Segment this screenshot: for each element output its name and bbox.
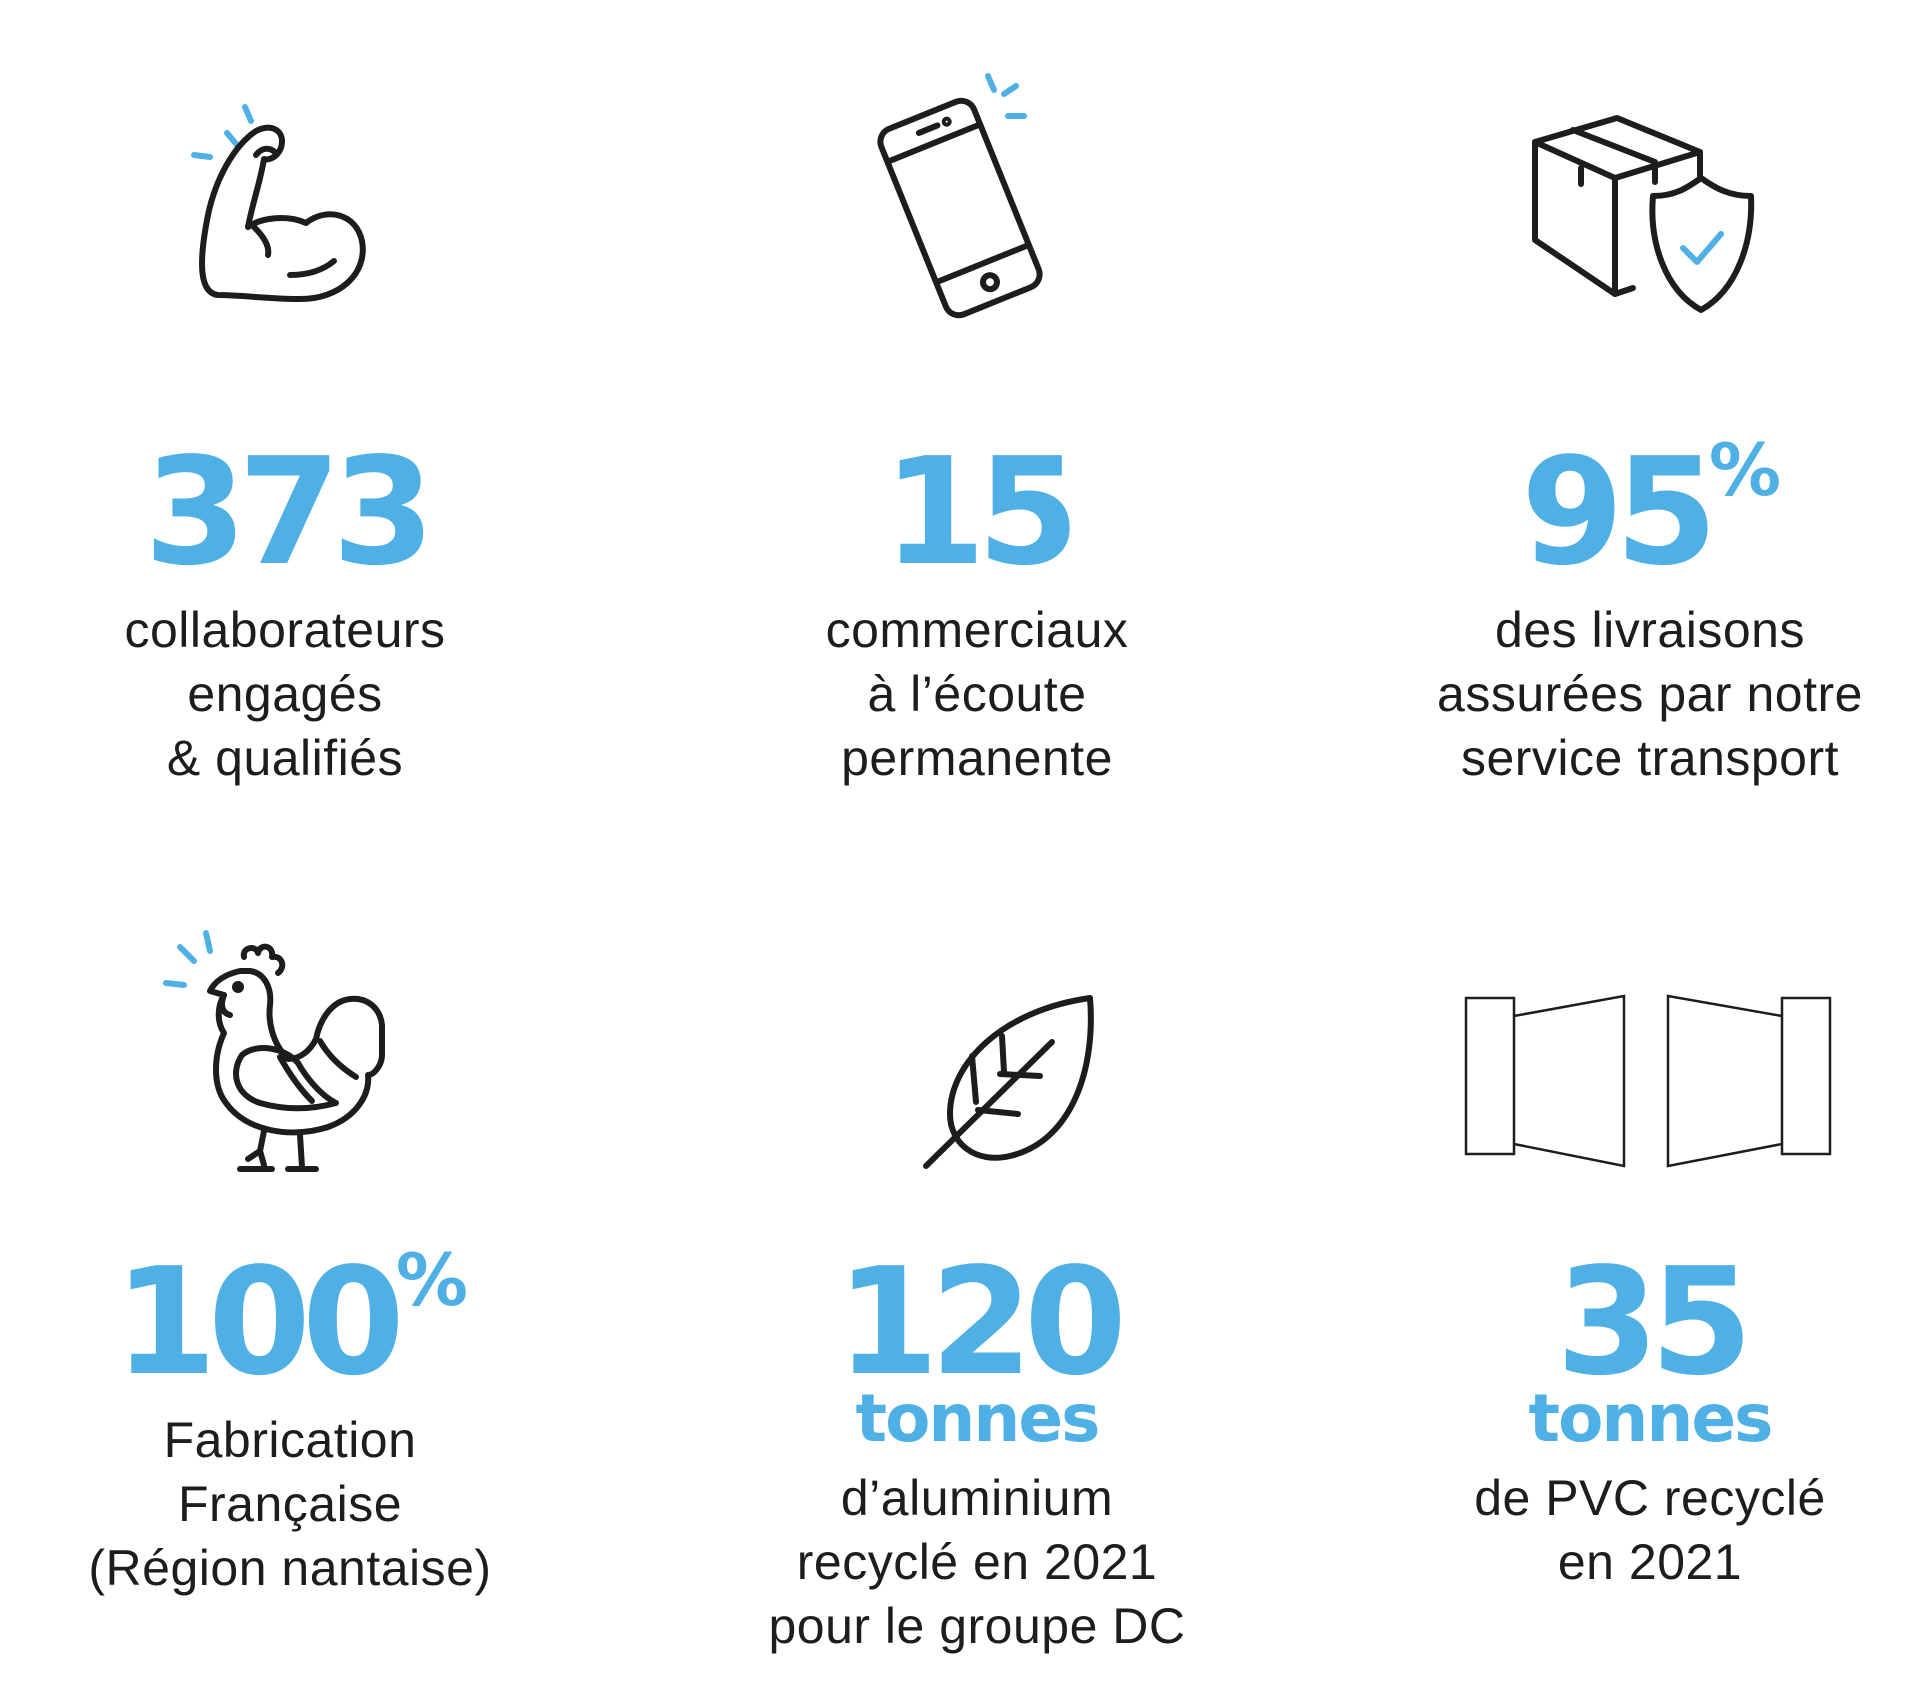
stat-description: Fabrication Française (Région nantaise) bbox=[88, 1412, 492, 1596]
stat-value: 35 bbox=[1556, 1236, 1753, 1408]
stat-description: d’aluminium recyclé en 2021 pour le grou… bbox=[768, 1470, 1186, 1654]
stat-employees: 373 collaborateurs engagés & qualifiés bbox=[0, 438, 595, 790]
stat-value: 120 bbox=[836, 1236, 1127, 1408]
window-profile-icon bbox=[1464, 994, 1834, 1170]
flexed-biceps-icon bbox=[190, 95, 390, 315]
percent-sign: % bbox=[395, 1238, 468, 1322]
stat-aluminium-recycled: 120 tonnes d’aluminium recyclé en 2021 p… bbox=[667, 1248, 1287, 1658]
stat-value: 100% bbox=[113, 1236, 468, 1408]
percent-sign: % bbox=[1708, 428, 1781, 512]
stat-value: 373 bbox=[144, 426, 435, 598]
stat-value: 15 bbox=[883, 426, 1080, 598]
stat-unit: tonnes bbox=[1528, 1380, 1774, 1457]
smartphone-icon bbox=[870, 68, 1050, 328]
stat-deliveries: 95% des livraisons assurées par notre se… bbox=[1340, 426, 1920, 790]
leaf-icon bbox=[920, 992, 1100, 1172]
stat-pvc-recycled: 35 tonnes de PVC recyclé en 2021 bbox=[1340, 1248, 1920, 1594]
stat-sales-reps: 15 commerciaux à l’écoute permanente bbox=[667, 438, 1287, 790]
stat-description: collaborateurs engagés & qualifiés bbox=[124, 602, 446, 786]
stat-unit: tonnes bbox=[855, 1380, 1101, 1457]
stat-description: des livraisons assurées par notre servic… bbox=[1437, 602, 1863, 786]
stat-description: commerciaux à l’écoute permanente bbox=[825, 602, 1129, 786]
stat-made-in-france: 100% Fabrication Française (Région nanta… bbox=[0, 1236, 600, 1600]
stat-description: de PVC recyclé en 2021 bbox=[1474, 1470, 1826, 1590]
stat-value: 95% bbox=[1520, 426, 1781, 598]
package-shield-icon bbox=[1525, 112, 1765, 313]
rooster-icon bbox=[160, 925, 420, 1185]
